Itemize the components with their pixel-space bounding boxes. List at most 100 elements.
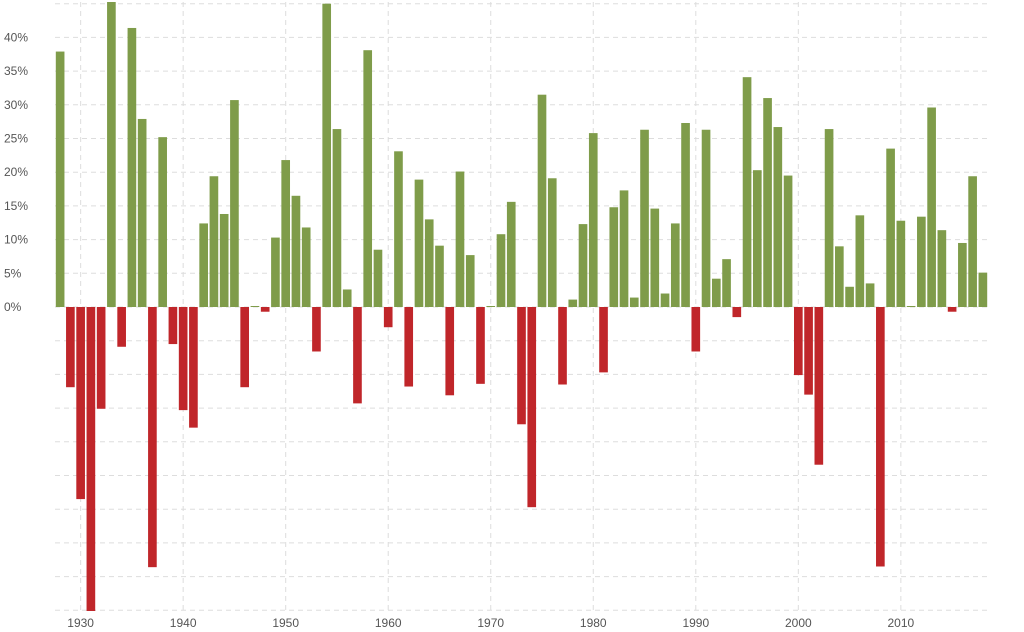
bar-1953: [312, 307, 321, 352]
bar-1955: [332, 129, 342, 307]
x-tick-label: 1990: [682, 616, 709, 630]
x-tick-label: 1930: [67, 616, 94, 630]
bar-1982: [609, 207, 619, 307]
bar-2018: [978, 272, 988, 307]
bar-1936: [137, 118, 147, 307]
bar-1959: [373, 249, 383, 307]
bar-1992: [711, 278, 721, 307]
bar-1961: [394, 151, 403, 307]
bar-1994: [732, 307, 742, 318]
bar-1958: [363, 50, 373, 308]
bar-1931: [86, 307, 96, 611]
bar-1971: [496, 234, 506, 307]
bar-2015: [947, 307, 957, 312]
bar-1966: [445, 307, 455, 396]
bar-1995: [742, 77, 752, 307]
bar-1986: [650, 208, 660, 307]
bar-1974: [527, 307, 537, 508]
bar-1983: [619, 190, 629, 307]
bar-1945: [230, 100, 239, 307]
bar-1978: [568, 299, 578, 307]
y-tick-label: 0%: [4, 300, 22, 314]
bar-1956: [342, 289, 352, 307]
bar-1979: [578, 224, 588, 307]
bar-2011: [906, 306, 916, 307]
y-tick-label: 10%: [4, 233, 28, 247]
bar-1930: [76, 307, 85, 500]
bar-1987: [660, 293, 670, 307]
bar-1949: [271, 237, 280, 307]
y-axis: 0% 5% 10% 15% 20% 25% 30% 35% 40%: [4, 30, 28, 314]
bar-1954: [322, 3, 332, 307]
bar-1976: [547, 178, 557, 307]
bar-1932: [96, 307, 106, 409]
bar-1984: [629, 297, 639, 307]
bar-1968: [465, 255, 475, 307]
bar-1947: [250, 306, 260, 307]
bar-2000: [793, 307, 803, 376]
bar-2005: [845, 286, 854, 307]
bar-2016: [958, 242, 967, 307]
bar-1967: [455, 171, 465, 307]
bar-1975: [537, 94, 547, 307]
y-tick-label: 15%: [4, 199, 28, 213]
bar-2006: [855, 215, 865, 307]
bar-2014: [937, 230, 947, 307]
bar-2010: [896, 220, 906, 307]
bar-2009: [886, 148, 895, 307]
bar-1993: [722, 259, 731, 307]
bar-1943: [209, 176, 219, 307]
bar-1977: [558, 307, 567, 385]
bar-2003: [824, 129, 834, 307]
x-tick-label: 1970: [477, 616, 504, 630]
bar-1981: [599, 307, 608, 373]
bar-2013: [927, 107, 936, 307]
bar-1998: [773, 127, 783, 308]
bar-1972: [506, 201, 516, 307]
bar-1948: [260, 307, 270, 312]
bar-1985: [640, 129, 649, 307]
bar-1934: [117, 307, 126, 347]
bar-1928: [55, 51, 65, 307]
bar-1996: [752, 170, 762, 307]
bar-1938: [158, 137, 167, 307]
x-tick-label: 2000: [785, 616, 812, 630]
bar-1962: [404, 307, 414, 387]
bar-1937: [148, 307, 157, 568]
bar-1991: [701, 129, 711, 307]
bar-1951: [291, 195, 301, 307]
bar-1997: [763, 98, 772, 307]
bar-1939: [168, 307, 178, 345]
bar-1942: [199, 223, 208, 307]
bar-2008: [876, 307, 885, 567]
bar-1940: [178, 307, 188, 411]
bar-2004: [835, 246, 844, 307]
bar-1965: [435, 245, 444, 307]
bar-1969: [476, 307, 485, 384]
bar-2007: [865, 283, 875, 307]
bar-1963: [414, 179, 424, 307]
bar-1989: [681, 122, 690, 307]
bar-1929: [66, 307, 75, 388]
x-axis: 1930 1940 1950 1960 1970 1980 1990 2000 2010: [67, 616, 914, 630]
x-tick-label: 1950: [272, 616, 299, 630]
bar-2001: [804, 307, 813, 395]
bar-1999: [783, 175, 793, 307]
y-tick-label: 25%: [4, 132, 28, 146]
bar-1941: [189, 307, 198, 428]
bar-1990: [691, 307, 701, 352]
bar-1964: [424, 219, 434, 307]
bar-1933: [107, 2, 116, 307]
x-tick-label: 1980: [580, 616, 607, 630]
bar-2002: [814, 307, 824, 465]
bar-1988: [670, 223, 680, 307]
bar-1970: [486, 306, 496, 307]
bar-1957: [353, 307, 362, 404]
y-tick-label: 30%: [4, 98, 28, 112]
bar-1952: [301, 227, 311, 307]
x-tick-label: 1960: [375, 616, 402, 630]
bar-1980: [588, 133, 598, 307]
y-tick-label: 40%: [4, 30, 28, 44]
x-tick-label: 1940: [170, 616, 197, 630]
